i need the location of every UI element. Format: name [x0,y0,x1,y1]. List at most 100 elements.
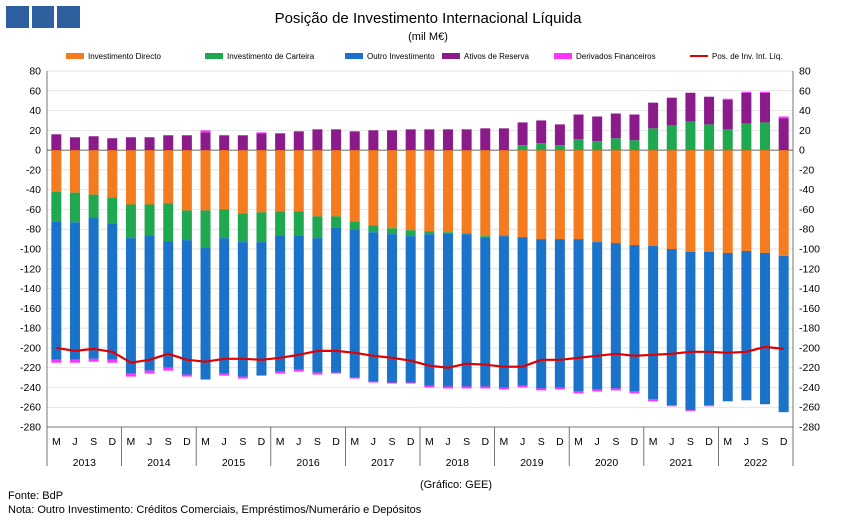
y-tick-left: -120 [20,263,41,275]
iip-line [56,345,784,369]
bar-direct [722,150,733,253]
bar-reserves [480,128,491,151]
bar-direct [349,150,360,222]
bar-derivatives [704,405,715,407]
bar-other [69,222,80,360]
bar-portfolio [256,212,267,243]
bar-direct [293,150,304,212]
bar-portfolio [741,123,752,151]
logo-square-2 [31,6,55,28]
bar-portfolio [592,141,603,151]
x-tick-quarter: D [108,436,116,448]
y-tick-right: -220 [799,362,820,374]
legend-swatch-derivatives [554,53,572,59]
bar-other [722,252,733,402]
bar-derivatives [760,91,771,93]
bar-derivatives [629,391,640,394]
y-tick-left: -140 [20,283,41,295]
bar-portfolio [51,191,62,222]
bar-direct [424,150,435,232]
y-tick-left: 80 [29,66,41,78]
bar-derivatives [498,387,509,390]
bar-other [349,229,360,378]
bar-direct [760,150,771,253]
bar-direct [741,150,752,251]
bar-reserves [163,135,174,151]
bar-reserves [387,130,398,151]
bar-portfolio [181,210,192,241]
bar-other [312,238,323,373]
x-tick-quarter: S [314,436,321,448]
bar-reserves [778,118,789,151]
y-tick-right: -40 [799,184,814,196]
bar-other [125,238,136,374]
bar-direct [610,150,621,244]
x-tick-year: 2016 [296,457,320,469]
bar-derivatives [405,382,416,384]
bar-reserves [685,92,696,122]
bar-direct [648,150,659,247]
y-tick-left: -180 [20,323,41,335]
bar-other [51,221,62,360]
bar-derivatives [163,367,174,371]
x-tick-quarter: S [239,436,246,448]
bar-reserves [181,135,192,151]
x-tick-quarter: D [631,436,639,448]
bar-other [666,249,677,406]
bar-other [442,233,453,387]
x-tick-quarter: S [165,436,172,448]
bar-direct [461,150,472,234]
x-tick-quarter: M [500,436,509,448]
bar-direct [69,150,80,193]
bar-portfolio [312,216,323,239]
bar-derivatives [442,386,453,389]
y-tick-left: -80 [26,224,41,236]
bar-reserves [405,129,416,151]
bar-reserves [219,135,230,151]
bar-derivatives [125,373,136,377]
x-tick-year: 2017 [371,457,395,469]
y-tick-right: -260 [799,402,820,414]
bar-other [629,245,640,392]
bar-derivatives [331,372,342,374]
legend-label-iip_line: Pos. de Inv. Int. Líq. [712,52,783,61]
bar-other [163,241,174,368]
bar-derivatives [387,382,398,384]
bar-derivatives [610,388,621,391]
bar-other [536,239,547,389]
bar-portfolio [349,221,360,230]
bar-direct [554,150,565,240]
source-note: Fonte: BdP [8,490,63,502]
legend-label-portfolio: Investimento de Carteira [227,52,315,61]
bar-reserves [331,129,342,151]
bar-direct [592,150,603,243]
bar-portfolio [275,211,286,236]
bar-other [760,252,771,405]
legend-label-derivatives: Derivados Financeiros [576,52,656,61]
bar-other [778,255,789,413]
bar-direct [704,150,715,252]
bar-derivatives [219,373,230,376]
bar-direct [144,150,155,205]
bar-reserves [760,92,771,123]
y-tick-right: 60 [799,85,811,97]
bar-reserves [629,114,640,141]
y-tick-right: -20 [799,164,814,176]
bar-direct [256,150,267,213]
bar-reserves [88,136,99,151]
logo-square-1 [6,6,29,28]
x-tick-quarter: D [183,436,191,448]
bar-reserves [498,128,509,151]
y-tick-right: -160 [799,303,820,315]
x-tick-quarter: J [222,436,227,448]
bar-reserves [424,129,435,151]
legend-swatch-other [345,53,363,59]
bar-direct [685,150,696,252]
x-tick-year: 2021 [669,457,693,469]
x-tick-quarter: S [389,436,396,448]
y-tick-left: -40 [26,184,41,196]
x-tick-quarter: J [147,436,152,448]
bar-direct [219,150,230,210]
y-tick-left: -200 [20,342,41,354]
